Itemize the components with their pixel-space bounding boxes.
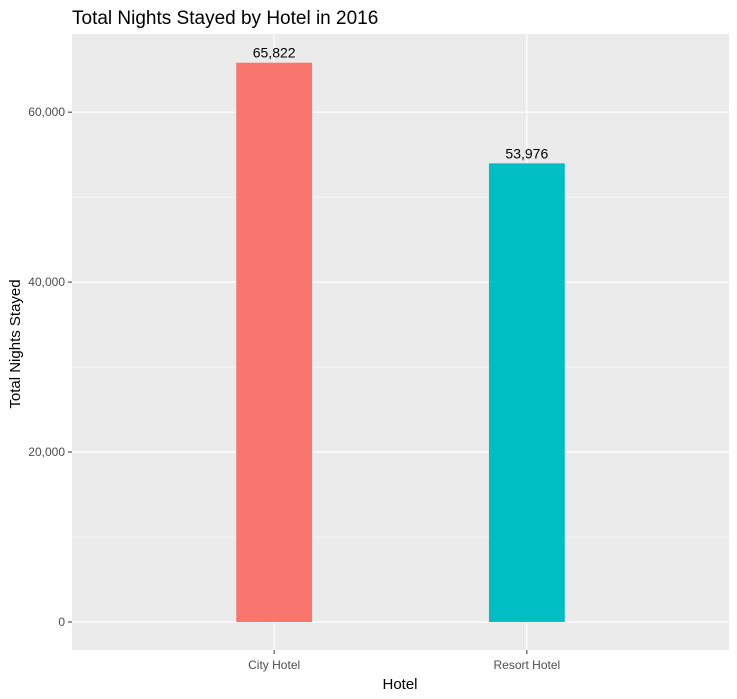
y-tick-label: 20,000 xyxy=(28,445,65,459)
plot-panel xyxy=(72,34,729,650)
x-tick-label: Resort Hotel xyxy=(493,658,560,672)
data-label-resort-hotel: 53,976 xyxy=(505,145,548,161)
minor-gridlines xyxy=(72,196,729,538)
y-tick-label: 40,000 xyxy=(28,275,65,289)
x-axis: City Hotel Resort Hotel xyxy=(248,650,560,672)
x-axis-title: Hotel xyxy=(382,676,417,693)
bar-city-hotel xyxy=(236,62,313,622)
y-axis-title: Total Nights Stayed xyxy=(7,279,24,408)
chart-title: Total Nights Stayed by Hotel in 2016 xyxy=(72,8,378,29)
data-labels: 65,822 53,976 xyxy=(253,45,549,162)
data-label-city-hotel: 65,822 xyxy=(253,45,296,61)
bar-resort-hotel xyxy=(488,163,565,622)
y-tick-label: 60,000 xyxy=(28,105,65,119)
x-tick-label: City Hotel xyxy=(248,658,300,672)
bars xyxy=(236,62,565,622)
y-axis: 0 20,000 40,000 60,000 xyxy=(28,105,72,629)
y-tick-label: 0 xyxy=(58,615,65,629)
